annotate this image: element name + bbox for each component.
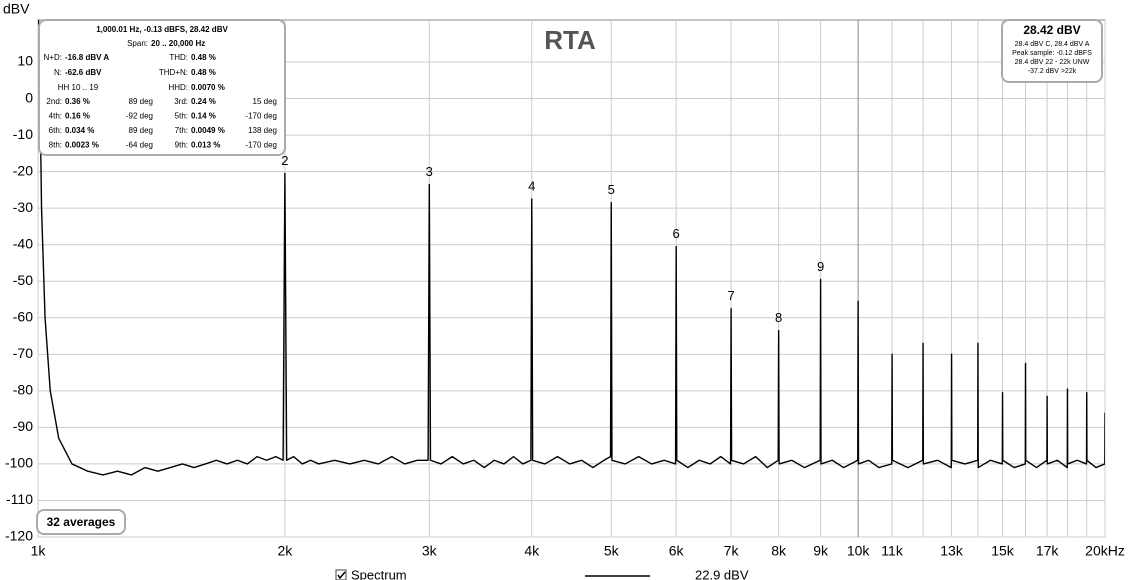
info-value: 0.013 % — [191, 141, 220, 150]
harmonic-label: 7 — [727, 288, 734, 303]
level-main: 28.42 dBV — [1023, 23, 1080, 37]
y-tick-label: 10 — [17, 53, 33, 69]
info-span-label: Span: — [127, 39, 148, 48]
info-value: 0.0023 % — [65, 141, 99, 150]
averages-box — [36, 509, 126, 535]
harmonic-label: 2 — [281, 153, 288, 168]
info-value: 0.48 % — [191, 68, 216, 77]
y-tick-label: -50 — [13, 272, 33, 288]
info-label: HH 10 .. 19 — [58, 83, 99, 92]
y-tick-label: -70 — [13, 345, 33, 361]
x-tick-label: 4k — [524, 543, 540, 559]
info-value: 0.034 % — [65, 126, 94, 135]
info-value: 0.16 % — [65, 112, 90, 121]
x-tick-label: 5k — [604, 543, 620, 559]
x-tick-label: 15k — [991, 543, 1015, 559]
info-value: -64 deg — [126, 141, 153, 150]
info-value: 138 deg — [248, 126, 277, 135]
info-label: N+D: — [44, 53, 62, 62]
info-span: 20 .. 20,000 Hz — [151, 39, 205, 48]
legend-label: Spectrum — [351, 567, 407, 580]
info-value: -170 deg — [245, 112, 277, 121]
info-label: 9th: — [175, 141, 188, 150]
y-tick-label: 0 — [25, 89, 33, 105]
harmonic-label: 6 — [673, 226, 680, 241]
x-tick-label: 6k — [669, 543, 685, 559]
x-tick-label: 11k — [881, 543, 904, 559]
info-box — [38, 19, 286, 156]
chart-title: RTA — [544, 25, 596, 55]
info-label: 2nd: — [46, 97, 62, 106]
y-tick-label: -10 — [13, 126, 33, 142]
x-tick-label: 17k — [1036, 543, 1060, 559]
legend-checkbox[interactable] — [335, 569, 347, 580]
y-tick-label: -60 — [13, 308, 33, 324]
x-tick-label: 9k — [813, 543, 829, 559]
info-label: 8th: — [49, 141, 62, 150]
x-tick-label: 3k — [422, 543, 438, 559]
y-tick-label: -90 — [13, 418, 33, 434]
info-label: 5th: — [175, 112, 188, 121]
x-tick-label: 8k — [771, 543, 787, 559]
y-tick-label: -20 — [13, 162, 33, 178]
y-tick-label: -120 — [5, 528, 33, 544]
level-box — [1001, 19, 1103, 83]
info-value: 0.0070 % — [191, 83, 225, 92]
harmonic-label: 3 — [426, 164, 433, 179]
info-label: 4th: — [49, 112, 62, 121]
info-value: 89 deg — [129, 126, 153, 135]
harmonic-label: 5 — [608, 182, 615, 197]
x-tick-label: 7k — [724, 543, 740, 559]
info-value: 0.0049 % — [191, 126, 225, 135]
harmonic-label: 4 — [528, 178, 535, 193]
info-value: 0.24 % — [191, 97, 216, 106]
spectrum-line — [38, 20, 1105, 476]
info-value: -170 deg — [245, 141, 277, 150]
legend-value: 22.9 dBV — [695, 567, 749, 580]
y-tick-label: -40 — [13, 235, 33, 251]
info-label: THD+N: — [159, 68, 188, 77]
y-axis-label: dBV — [3, 1, 30, 17]
info-value: 15 deg — [253, 97, 277, 106]
x-tick-label: 20kHz — [1085, 543, 1125, 559]
info-value: -16.8 dBV A — [65, 53, 109, 62]
info-label: HHD: — [168, 83, 188, 92]
info-value: -92 deg — [126, 112, 153, 121]
info-value: 0.48 % — [191, 53, 216, 62]
info-value: 0.14 % — [191, 112, 216, 121]
info-value: -62.6 dBV — [65, 68, 102, 77]
y-tick-label: -110 — [6, 491, 33, 507]
info-value: 0.36 % — [65, 97, 90, 106]
level-line: 28.4 dBV C, 28.4 dBV A — [1015, 41, 1090, 48]
info-label: N: — [54, 68, 62, 77]
y-tick-label: -30 — [13, 199, 33, 215]
harmonic-label: 9 — [817, 259, 824, 274]
x-tick-label: 13k — [940, 543, 964, 559]
info-label: 7th: — [175, 126, 188, 135]
info-label: 3rd: — [174, 97, 188, 106]
level-line: 28.4 dBV 22 - 22k UNW — [1015, 59, 1090, 66]
info-label: 6th: — [49, 126, 62, 135]
averages: 32 averages — [47, 515, 116, 529]
info-label: THD: — [169, 53, 188, 62]
checkmark — [337, 571, 346, 580]
level-line: -37.2 dBV >22k — [1028, 68, 1077, 75]
y-tick-label: -100 — [5, 455, 33, 471]
y-tick-label: -80 — [13, 382, 33, 398]
x-tick-label: 10k — [847, 543, 871, 559]
level-line: Peak sample: -0.12 dBFS — [1012, 50, 1092, 57]
info-header: 1,000.01 Hz, -0.13 dBFS, 28.42 dBV — [96, 25, 228, 34]
x-tick-label: 1k — [31, 543, 47, 559]
harmonic-label: 8 — [775, 310, 782, 325]
x-tick-label: 2k — [277, 543, 293, 559]
info-value: 89 deg — [129, 97, 153, 106]
